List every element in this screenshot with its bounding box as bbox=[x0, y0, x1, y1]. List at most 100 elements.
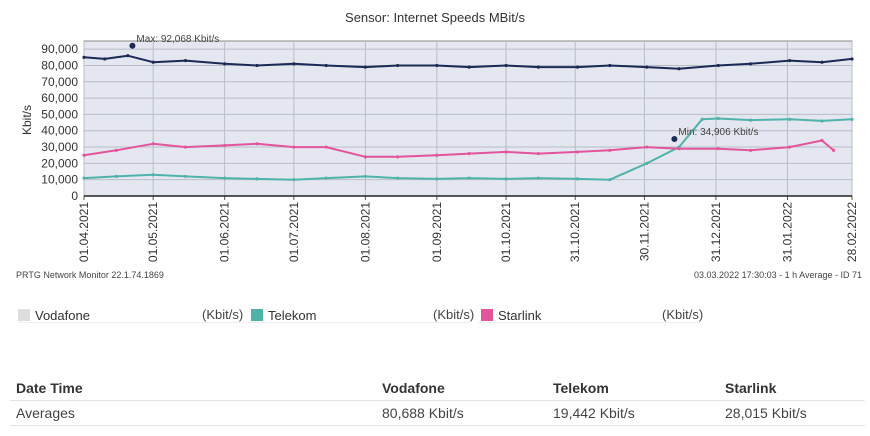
data-point-telekom bbox=[536, 176, 540, 180]
averages-table: Date Time Vodafone Telekom Starlink Aver… bbox=[10, 376, 865, 426]
data-point-vodafone bbox=[126, 54, 130, 58]
data-point-vodafone bbox=[82, 55, 86, 59]
data-point-starlink bbox=[608, 148, 612, 152]
legend: Vodafone (Kbit/s) Telekom (Kbit/s) Starl… bbox=[18, 307, 860, 323]
data-point-telekom bbox=[700, 117, 704, 121]
data-point-starlink bbox=[748, 148, 753, 152]
data-point-vodafone bbox=[292, 62, 296, 66]
data-point-starlink bbox=[223, 143, 227, 148]
data-point-vodafone bbox=[788, 58, 792, 63]
legend-item-vodafone[interactable]: Vodafone bbox=[18, 307, 90, 323]
x-tick-label: 31.10.2021 bbox=[568, 202, 582, 262]
column-header-starlink[interactable]: Starlink bbox=[725, 380, 777, 396]
legend-unit-telekom: (Kbit/s) bbox=[433, 307, 475, 322]
legend-divider bbox=[478, 322, 700, 323]
data-point-vodafone bbox=[748, 62, 753, 66]
x-tick-label: 28.02.2022 bbox=[845, 202, 859, 262]
column-header-telekom[interactable]: Telekom bbox=[553, 380, 609, 396]
annotation-label: Min: 34,906 Kbit/s bbox=[678, 127, 758, 138]
y-tick-label: 70,000 bbox=[41, 75, 78, 89]
data-point-starlink bbox=[467, 151, 471, 156]
data-point-starlink bbox=[183, 145, 188, 149]
legend-label-telekom: Telekom bbox=[268, 307, 317, 323]
data-point-vodafone bbox=[151, 60, 155, 64]
data-point-starlink bbox=[82, 153, 86, 157]
data-point-vodafone bbox=[820, 60, 824, 64]
x-tick-label: 01.05.2021 bbox=[146, 202, 160, 262]
y-axis-label: Kbit/s bbox=[20, 105, 34, 135]
data-point-starlink bbox=[435, 153, 439, 157]
legend-label-vodafone: Vodafone bbox=[35, 307, 90, 323]
x-tick-label: 01.09.2021 bbox=[430, 202, 444, 262]
footer-left: PRTG Network Monitor 22.1.74.1869 bbox=[16, 270, 164, 280]
data-point-starlink bbox=[396, 155, 400, 159]
vodafone-average: 80,688 Kbit/s bbox=[382, 405, 464, 421]
legend-swatch-vodafone bbox=[18, 309, 30, 321]
data-point-telekom bbox=[151, 173, 155, 177]
data-point-vodafone bbox=[608, 63, 612, 68]
annotation-marker bbox=[671, 136, 678, 143]
data-point-starlink bbox=[645, 145, 649, 149]
data-point-starlink bbox=[504, 150, 508, 154]
legend-unit-vodafone: (Kbit/s) bbox=[202, 307, 244, 322]
x-tick-label: 31.01.2022 bbox=[780, 202, 794, 262]
x-tick-label: 01.04.2021 bbox=[77, 202, 91, 262]
data-point-starlink bbox=[114, 148, 118, 152]
y-tick-label: 20,000 bbox=[41, 156, 78, 170]
data-point-vodafone bbox=[435, 63, 439, 68]
data-point-vodafone bbox=[645, 65, 649, 69]
data-point-starlink bbox=[292, 145, 296, 149]
x-tick-label: 01.07.2021 bbox=[287, 202, 301, 262]
data-point-vodafone bbox=[677, 67, 681, 71]
data-point-telekom bbox=[324, 176, 328, 180]
data-point-telekom bbox=[748, 118, 753, 122]
y-tick-label: 60,000 bbox=[41, 91, 78, 105]
averages-label: Averages bbox=[16, 405, 75, 421]
data-point-vodafone bbox=[223, 62, 227, 66]
legend-divider bbox=[18, 322, 240, 323]
legend-swatch-telekom bbox=[251, 309, 263, 321]
footer-right: 03.03.2022 17:30:03 - 1 h Average - ID 7… bbox=[694, 270, 862, 280]
data-point-starlink bbox=[324, 145, 328, 149]
data-point-telekom bbox=[820, 119, 824, 123]
y-tick-label: 0 bbox=[71, 189, 78, 203]
x-tick-label: 30.11.2021 bbox=[637, 202, 651, 261]
data-point-starlink bbox=[788, 145, 792, 149]
chart-title: Sensor: Internet Speeds MBit/s bbox=[345, 10, 525, 25]
data-point-telekom bbox=[223, 176, 227, 180]
data-point-starlink bbox=[677, 147, 681, 151]
x-tick-label: 01.08.2021 bbox=[358, 202, 372, 262]
legend-unit-starlink: (Kbit/s) bbox=[662, 307, 704, 322]
data-point-starlink bbox=[536, 151, 540, 156]
legend-divider bbox=[248, 322, 470, 323]
series-line-vodafone bbox=[83, 54, 853, 70]
column-header-datetime[interactable]: Date Time bbox=[16, 380, 83, 396]
data-point-starlink bbox=[255, 142, 259, 146]
data-point-vodafone bbox=[324, 63, 328, 68]
data-point-telekom bbox=[716, 116, 720, 121]
data-point-starlink bbox=[820, 138, 824, 143]
data-point-vodafone bbox=[363, 65, 367, 69]
legend-label-starlink: Starlink bbox=[498, 307, 542, 323]
data-point-vodafone bbox=[575, 65, 580, 69]
data-point-telekom bbox=[255, 177, 259, 181]
data-point-telekom bbox=[850, 117, 854, 121]
legend-item-telekom[interactable]: Telekom bbox=[251, 307, 316, 323]
table-row: Averages 80,688 Kbit/s 19,442 Kbit/s 28,… bbox=[10, 401, 865, 426]
data-point-telekom bbox=[114, 174, 118, 179]
x-tick-label: 01.06.2021 bbox=[218, 202, 232, 262]
data-point-vodafone bbox=[255, 63, 259, 68]
legend-item-starlink[interactable]: Starlink bbox=[481, 307, 541, 323]
column-header-vodafone[interactable]: Vodafone bbox=[382, 380, 445, 396]
y-tick-label: 90,000 bbox=[41, 42, 78, 56]
legend-swatch-starlink bbox=[481, 309, 493, 321]
y-tick-label: 50,000 bbox=[41, 107, 78, 121]
data-point-telekom bbox=[292, 178, 296, 182]
data-point-telekom bbox=[467, 176, 471, 180]
table-header-row: Date Time Vodafone Telekom Starlink bbox=[10, 376, 865, 401]
data-point-vodafone bbox=[467, 65, 471, 69]
data-point-starlink bbox=[716, 147, 720, 151]
data-point-vodafone bbox=[536, 65, 540, 69]
data-point-telekom bbox=[575, 177, 580, 181]
data-point-starlink bbox=[831, 148, 836, 152]
